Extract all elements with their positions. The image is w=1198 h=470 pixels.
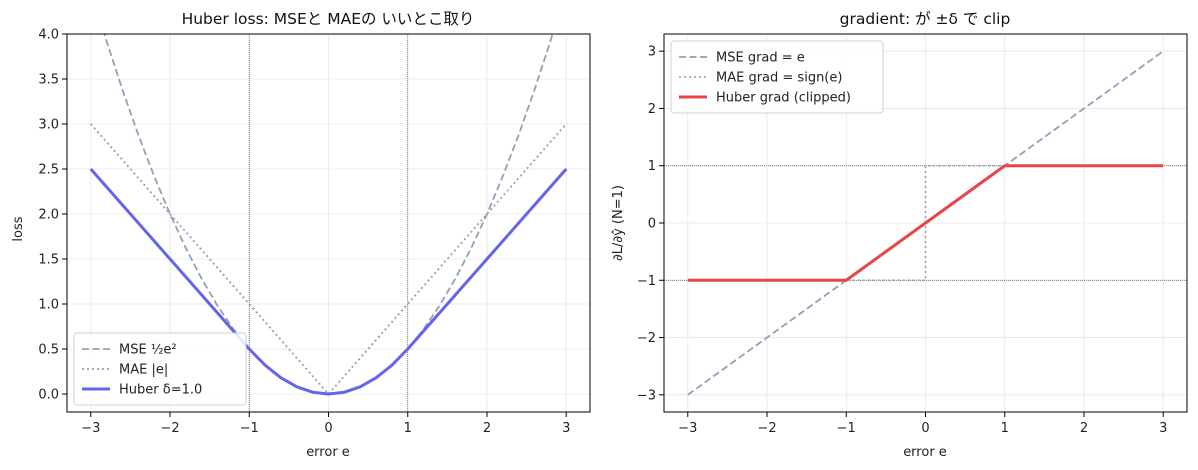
x-axis-label: error e [903,445,947,460]
y-tick-label: 4.0 [38,28,59,43]
legend-label: MAE grad = sign(e) [716,71,842,86]
legend: MSE grad = e MAE grad = sign(e) Huber grad… [670,40,884,114]
y-tick-label: 1.0 [38,298,59,313]
y-tick-label: 1.5 [38,253,59,268]
x-tick-label: 1 [1001,421,1009,436]
legend: MSE ½e² MAE |e| Huber δ=1.0 [73,332,247,406]
y-tick-label: 3 [648,45,656,60]
plot-area [89,34,568,396]
x-tick-label: 0 [921,421,929,436]
plot-area [687,50,1164,396]
series-line [687,50,1164,396]
x-tick-label: 3 [562,421,570,436]
series-line [687,164,1164,282]
y-axis-label: loss [11,216,26,241]
y-tick-label: 2 [648,102,656,117]
x-tick-label: 0 [324,421,332,436]
y-tick-label: −1 [637,274,656,289]
legend-label: MAE |e| [119,363,168,378]
y-tick-label: −2 [637,331,656,346]
y-axis-label: ∂L/∂ŷ (N=1) [611,185,626,261]
y-tick-label: −3 [637,388,656,403]
y-tick-label: 0.5 [38,343,59,358]
x-axis-label: error e [306,445,350,460]
x-tick-label: 2 [1080,421,1088,436]
series-line [89,168,568,396]
y-tick-label: 2.0 [38,208,59,223]
y-tick-label: 0 [648,217,656,232]
x-tick-label: −1 [240,421,259,436]
legend-box [670,40,884,114]
y-tick-label: 0.0 [38,388,59,403]
chart-title: gradient: が ±δ で clip [840,10,1011,28]
legend-label: MSE grad = e [716,51,805,66]
legend-label: Huber grad (clipped) [716,91,851,106]
legend-box [73,332,247,406]
y-tick-label: 3.0 [38,118,59,133]
gradient-panel: gradient: が ±δ で clip error e ∂L/∂ŷ (N=1… [611,10,1188,460]
x-tick-label: 2 [483,421,491,436]
legend-label: MSE ½e² [119,343,177,358]
chart-title: Huber loss: MSEと MAEの いいとこ取り [182,10,475,28]
x-tick-label: −2 [757,421,776,436]
y-tick-label: 1 [648,159,656,174]
x-tick-label: −2 [160,421,179,436]
x-tick-label: 3 [1159,421,1167,436]
huber-loss-panel: Huber loss: MSEと MAEの いいとこ取り error e los… [11,10,591,460]
x-tick-label: −1 [837,421,856,436]
x-tick-label: −3 [81,421,100,436]
x-tick-label: −3 [678,421,697,436]
legend-label: Huber δ=1.0 [119,383,202,398]
x-tick-label: 1 [404,421,412,436]
y-tick-label: 3.5 [38,73,59,88]
y-tick-label: 2.5 [38,163,59,178]
